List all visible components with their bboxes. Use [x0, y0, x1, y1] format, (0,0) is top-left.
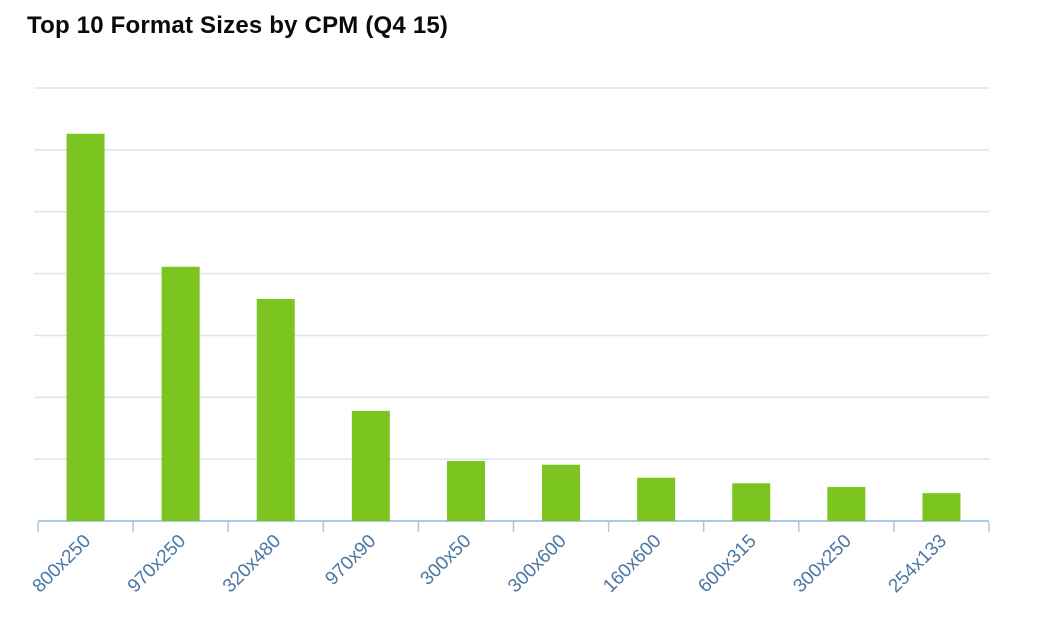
- bar-160x600: [637, 477, 676, 521]
- x-axis-label-320x480: 320x480: [219, 531, 285, 597]
- bar-300x50: [446, 460, 485, 521]
- x-axis-label-300x50: 300x50: [417, 531, 476, 590]
- bar-320x480: [256, 298, 295, 521]
- x-axis-label-970x250: 970x250: [124, 531, 190, 597]
- bar-800x250: [66, 133, 105, 521]
- x-axis-label-300x600: 300x600: [504, 531, 570, 597]
- x-axis-label-300x250: 300x250: [789, 531, 855, 597]
- x-axis-label-254x133: 254x133: [885, 531, 951, 597]
- bar-600x315: [732, 483, 771, 521]
- x-axis-label-800x250: 800x250: [29, 531, 95, 597]
- bar-970x90: [351, 410, 390, 521]
- chart-title: Top 10 Format Sizes by CPM (Q4 15): [27, 12, 449, 39]
- bar-300x600: [542, 464, 581, 521]
- x-axis-label-160x600: 160x600: [599, 531, 665, 597]
- bar-970x250: [161, 266, 200, 521]
- x-axis-label-600x315: 600x315: [694, 531, 760, 597]
- bar-300x250: [827, 486, 866, 521]
- bar-254x133: [922, 493, 961, 521]
- x-axis-label-970x90: 970x90: [321, 531, 380, 590]
